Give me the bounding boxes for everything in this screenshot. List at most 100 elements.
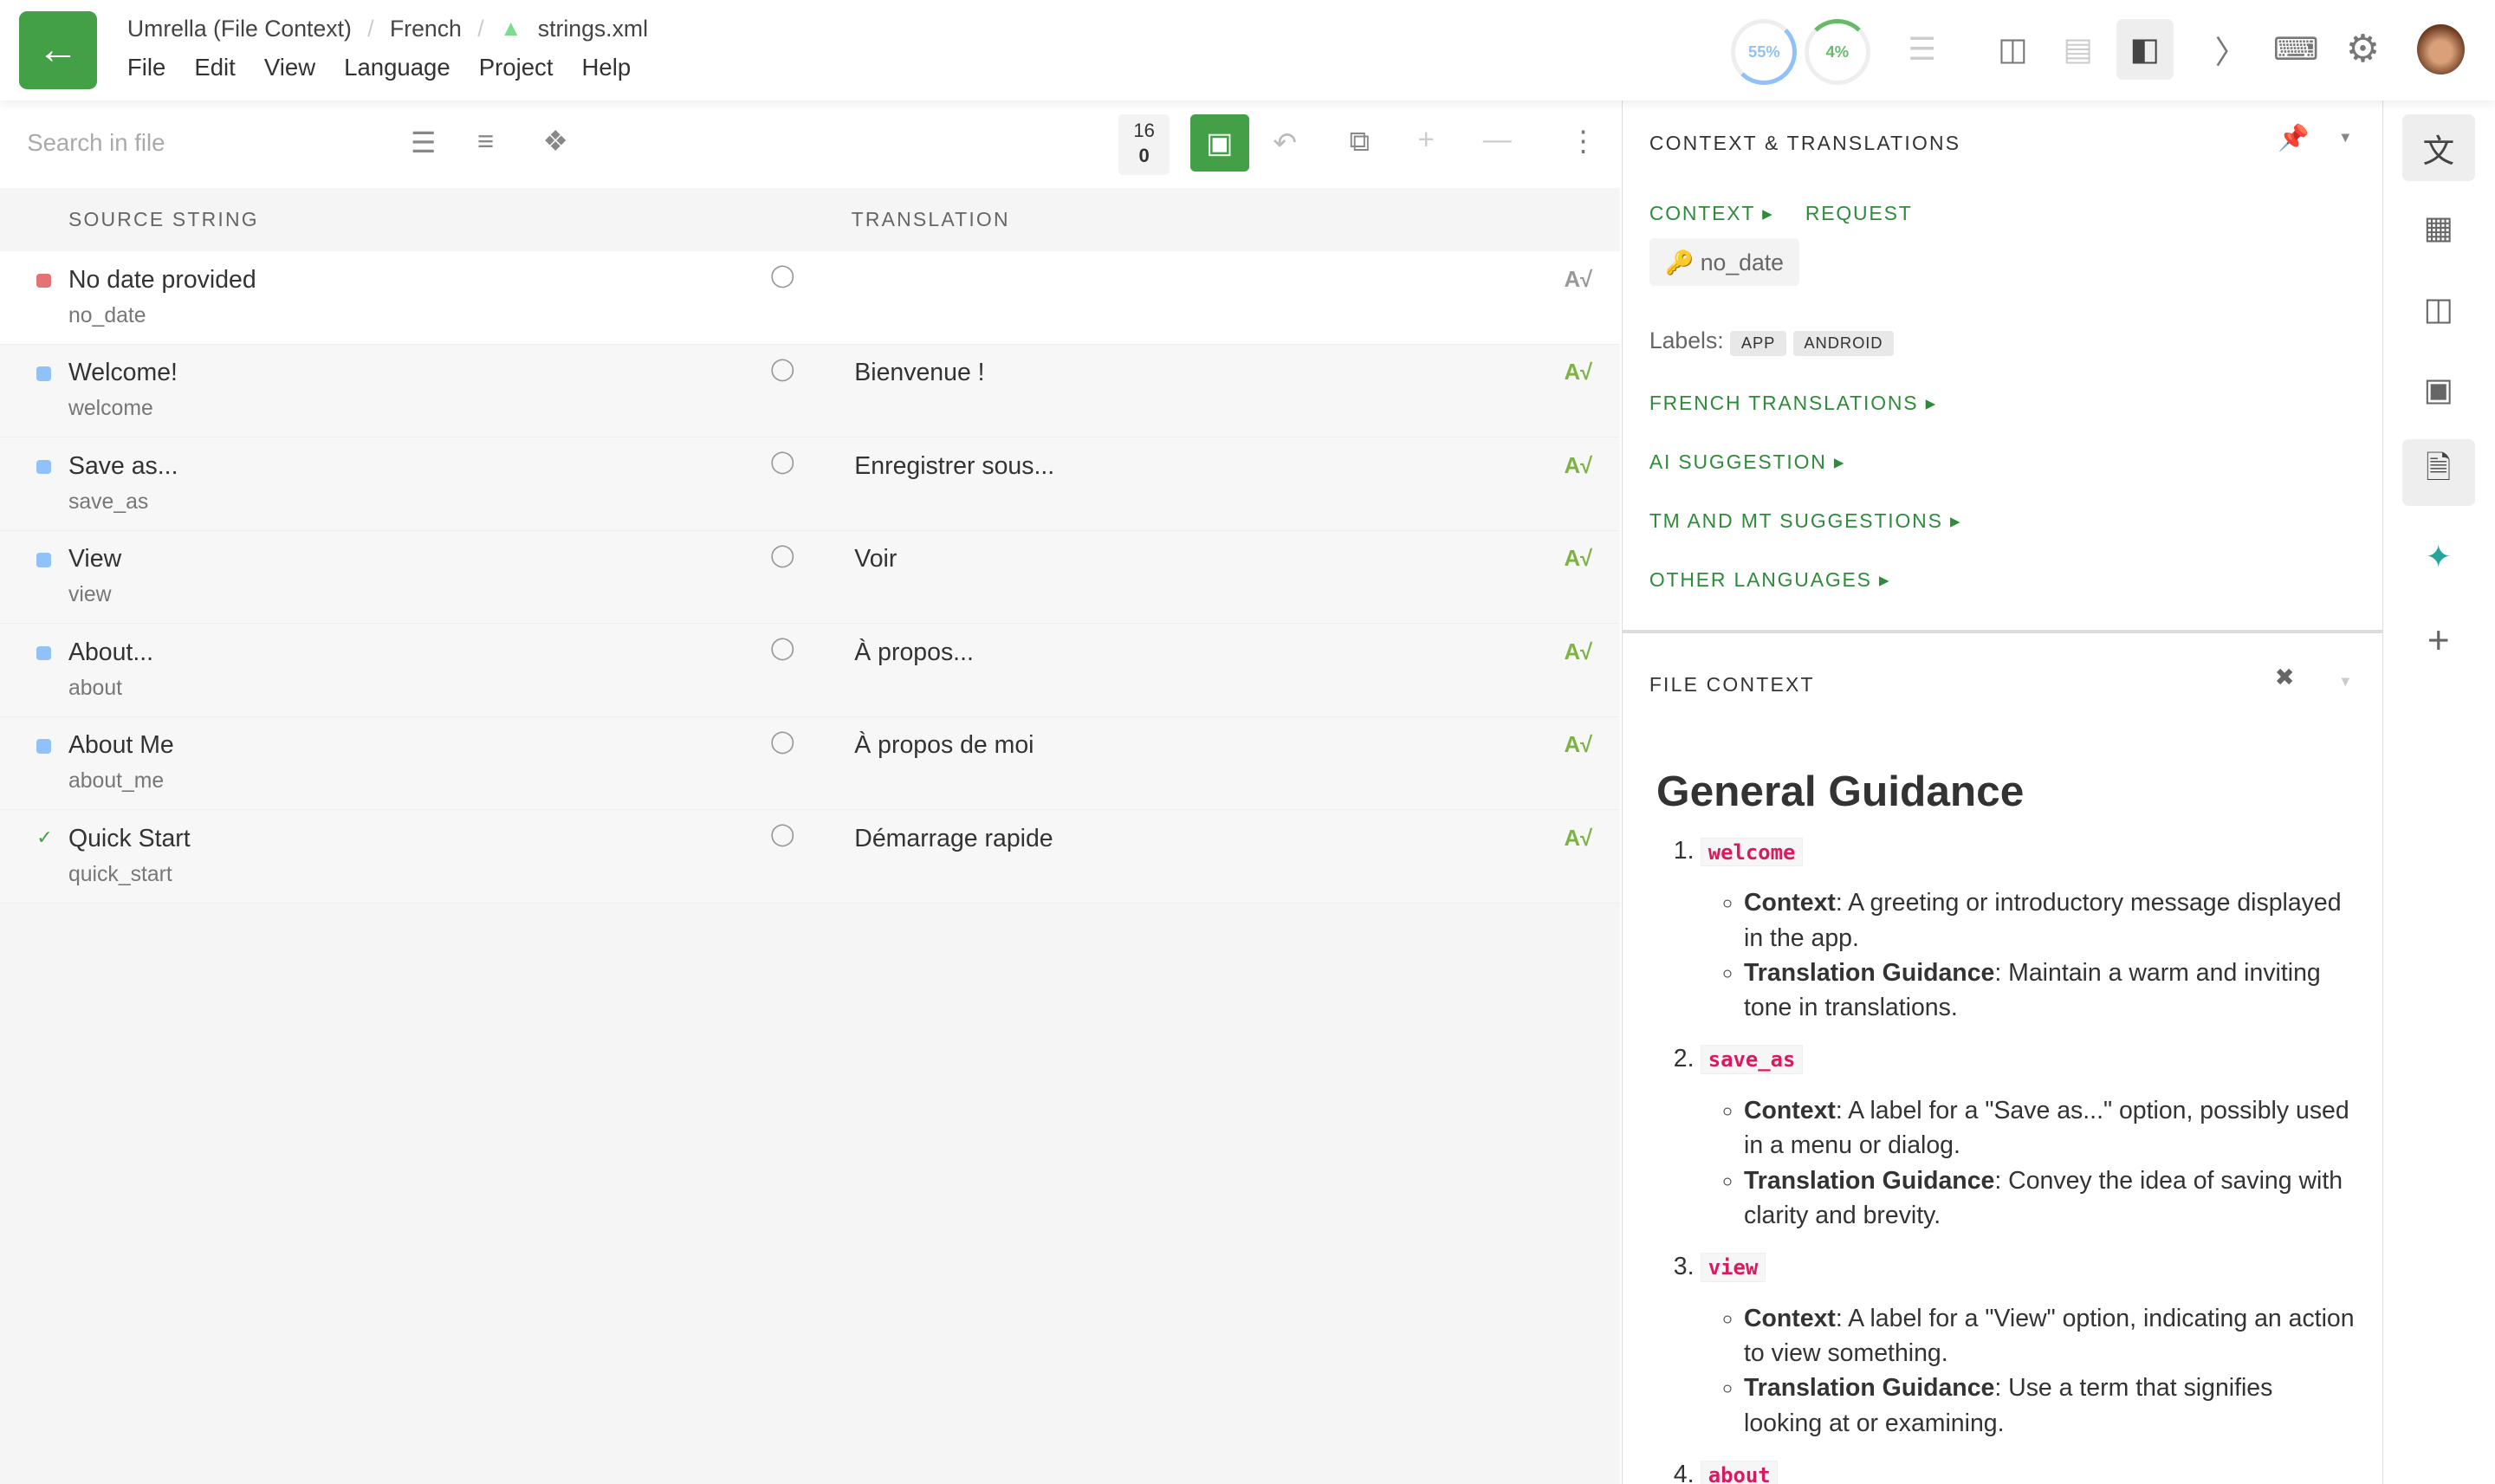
section-other-languages[interactable]: OTHER LANGUAGES ▸	[1649, 567, 1891, 591]
menu-language[interactable]: Language	[344, 54, 450, 81]
sliders-icon[interactable]: ☰	[410, 127, 437, 160]
translate-icon[interactable]: 文	[2401, 114, 2476, 182]
filter-icon[interactable]: ≡	[477, 126, 495, 159]
copy-source-icon[interactable]: ⧉	[1349, 126, 1371, 159]
table-row[interactable]: About Me about_me ◯ À propos de moi A√	[0, 716, 1620, 811]
keyboard-icon[interactable]: ⌨	[2272, 31, 2319, 68]
table-row[interactable]: ✓ Quick Start quick_start ◯ Démarrage rapide…	[0, 810, 1620, 904]
string-key: save_as	[68, 489, 149, 514]
menu-file[interactable]: File	[126, 54, 166, 81]
tag-icon[interactable]: ◯	[769, 263, 795, 288]
plus-icon[interactable]: +	[2427, 619, 2450, 663]
layout-right-icon[interactable]: ◧	[2116, 19, 2174, 80]
layout-bottom-icon[interactable]: ▤	[2063, 31, 2094, 68]
file-info-icon[interactable]: 🗎	[2401, 438, 2476, 507]
breadcrumb-file: strings.xml	[537, 16, 648, 42]
file-context-content: General Guidance welcomeContext: A greet…	[1656, 769, 2356, 1484]
terminal-icon[interactable]: 〉	[2214, 34, 2247, 70]
android-icon: ▲	[499, 16, 522, 42]
approved-progress[interactable]: 4%	[1804, 19, 1870, 86]
section-tm-mt[interactable]: TM AND MT SUGGESTIONS ▸	[1649, 509, 1962, 532]
guidance-item: viewContext: A label for a "View" option…	[1701, 1249, 2356, 1441]
gear-icon[interactable]: ⚙	[2345, 28, 2381, 71]
source-text: Welcome!	[68, 359, 178, 387]
tag-icon[interactable]: ◯	[769, 636, 795, 661]
translation-text[interactable]: À propos de moi	[854, 731, 1034, 760]
spellcheck-icon[interactable]: A√	[1564, 733, 1593, 758]
menu-help[interactable]: Help	[581, 54, 632, 81]
translation-text[interactable]: Bienvenue !	[854, 359, 985, 387]
avatar[interactable]	[2416, 23, 2466, 75]
table-row[interactable]: Save as... save_as ◯ Enregistrer sous... A√	[0, 437, 1620, 531]
plus-icon[interactable]: +	[1417, 124, 1435, 157]
spellcheck-icon[interactable]: A√	[1564, 639, 1593, 664]
puzzle-icon[interactable]: ❖	[542, 126, 568, 159]
breadcrumb-language[interactable]: French	[389, 16, 462, 42]
minus-icon[interactable]: —	[1482, 124, 1512, 157]
menu-view[interactable]: View	[263, 54, 316, 81]
counter-badge: 16 0	[1118, 114, 1170, 175]
spellcheck-icon[interactable]: A√	[1564, 547, 1593, 572]
key-code: welcome	[1701, 837, 1803, 867]
spellcheck-icon[interactable]: A√	[1564, 360, 1593, 386]
table-row[interactable]: View view ◯ Voir A√	[0, 530, 1620, 625]
search-input[interactable]: Search in file	[27, 128, 165, 156]
translated-progress[interactable]: 55%	[1731, 19, 1798, 86]
source-text: No date provided	[68, 265, 256, 294]
status-dot	[36, 366, 51, 381]
chevron-down-icon[interactable]: ▼	[2338, 672, 2353, 690]
tag-icon[interactable]: ◯	[769, 356, 795, 381]
guidance-item: save_asContext: A label for a "Save as..…	[1701, 1041, 2356, 1233]
spellcheck-icon[interactable]: A√	[1564, 267, 1593, 292]
save-button[interactable]: ▣	[1189, 114, 1249, 172]
glossary-icon[interactable]: ◫	[2423, 290, 2454, 327]
strings-panel: Search in file ☰ ≡ ❖ 16 0 ▣ ↶ ⧉ + — ⋮ SOU…	[0, 100, 1620, 1484]
breadcrumb-project[interactable]: Umrella (File Context)	[126, 16, 352, 42]
translation-text[interactable]: Enregistrer sous...	[854, 451, 1055, 480]
edit-list-icon[interactable]: ☰	[1908, 31, 1937, 68]
table-row[interactable]: No date provided no_date ◯ A√	[0, 251, 1620, 345]
tag-icon[interactable]: ◯	[769, 450, 795, 475]
layout-left-icon[interactable]: ◫	[1998, 31, 2028, 68]
translation-text[interactable]: Démarrage rapide	[854, 824, 1053, 852]
label-chip[interactable]: APP	[1730, 330, 1787, 357]
spellcheck-icon[interactable]: A√	[1564, 826, 1593, 851]
col-source: SOURCE STRING	[68, 207, 259, 230]
back-button[interactable]: ←	[19, 10, 98, 89]
label-chip[interactable]: ANDROID	[1792, 330, 1895, 357]
section-french-translations[interactable]: FRENCH TRANSLATIONS ▸	[1649, 391, 1937, 414]
string-key: no_date	[68, 303, 146, 327]
table-row[interactable]: About... about ◯ À propos... A√	[0, 624, 1620, 717]
string-key: about_me	[68, 769, 165, 794]
comments-icon[interactable]: ▦	[2423, 210, 2454, 246]
menu-edit[interactable]: Edit	[194, 54, 236, 81]
tab-request[interactable]: REQUEST	[1805, 202, 1913, 225]
menu-project[interactable]: Project	[478, 54, 554, 81]
labels: Labels: APP ANDROID	[1649, 327, 1895, 357]
translation-text[interactable]: Voir	[854, 545, 898, 574]
source-text: About...	[68, 638, 154, 666]
spellcheck-icon[interactable]: A√	[1564, 453, 1593, 478]
tag-icon[interactable]: ◯	[769, 822, 795, 847]
table-row[interactable]: Welcome! welcome ◯ Bienvenue ! A√	[0, 344, 1620, 438]
status-dot	[36, 645, 51, 661]
source-text: Quick Start	[68, 824, 191, 852]
section-ai-suggestion[interactable]: AI SUGGESTION ▸	[1649, 450, 1846, 473]
key-icon: 🔑	[1665, 249, 1695, 275]
tag-icon[interactable]: ◯	[769, 542, 795, 567]
pin-icon[interactable]: 📌	[2278, 124, 2310, 153]
header: ← Umrella (File Context) / French / ▲ stri…	[0, 0, 2495, 100]
ai-icon[interactable]: ✦	[2425, 539, 2453, 575]
tab-context[interactable]: CONTEXT ▸	[1649, 202, 1774, 225]
library-icon[interactable]: ▣	[2423, 372, 2454, 408]
key-code: view	[1701, 1253, 1766, 1282]
tag-icon[interactable]: ◯	[769, 729, 795, 754]
chevron-down-icon[interactable]: ▼	[2338, 128, 2353, 146]
translation-text[interactable]: À propos...	[854, 638, 974, 666]
undo-icon[interactable]: ↶	[1273, 127, 1298, 160]
arrow-left-icon: ←	[37, 27, 79, 74]
string-key: 🔑 no_date	[1649, 238, 1800, 286]
status-dot	[36, 553, 51, 567]
unpin-icon[interactable]: ✖	[2274, 663, 2295, 690]
more-vert-icon[interactable]: ⋮	[1568, 126, 1598, 159]
